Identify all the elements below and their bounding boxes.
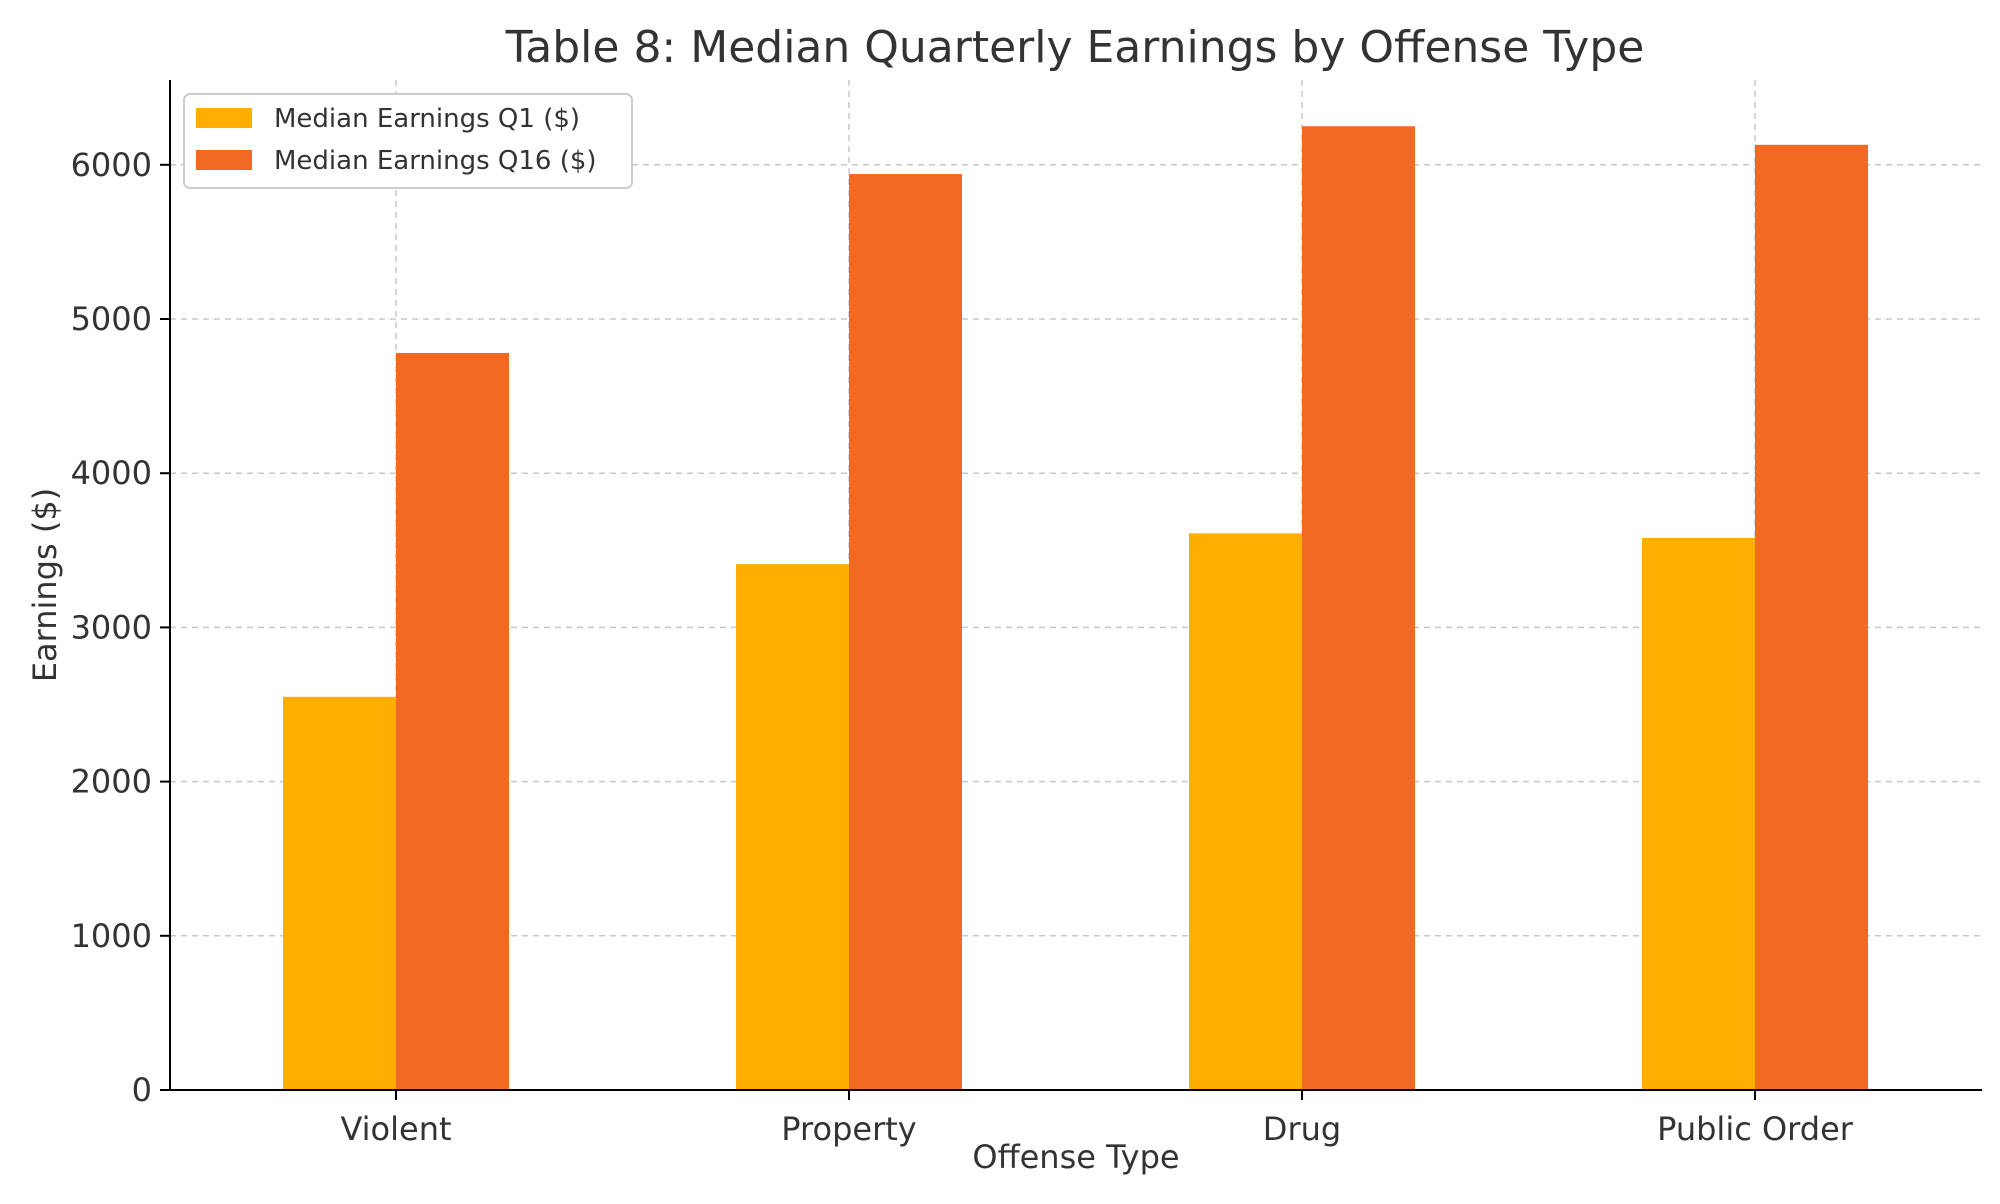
bar-q1-public-order	[1642, 537, 1755, 1090]
y-tick-label: 4000	[71, 454, 152, 492]
bar-q16-public-order	[1755, 144, 1868, 1090]
bars	[283, 126, 1868, 1091]
bar-q1-property	[736, 564, 849, 1090]
legend-swatch-q16	[196, 150, 252, 170]
x-tick-labels: Violent Property Drug Public Order	[340, 1090, 1854, 1148]
x-tick-label: Public Order	[1657, 1110, 1854, 1148]
x-tick-label: Violent	[340, 1110, 451, 1148]
y-tick-labels: 0 1000 2000 3000 4000 5000 6000	[71, 146, 170, 1109]
legend-label-q16: Median Earnings Q16 ($)	[274, 146, 597, 176]
x-tick-label: Property	[781, 1110, 916, 1148]
y-tick-label: 1000	[71, 917, 152, 955]
bar-q16-violent	[396, 352, 509, 1091]
legend-swatch-q1	[196, 108, 252, 128]
bar-q1-violent	[283, 696, 396, 1090]
legend-label-q1: Median Earnings Q1 ($)	[274, 104, 580, 134]
bar-q16-drug	[1302, 126, 1415, 1091]
axes	[169, 80, 1982, 1091]
chart-title: Table 8: Median Quarterly Earnings by Of…	[505, 22, 1645, 73]
y-axis-label: Earnings ($)	[26, 488, 64, 682]
bar-q1-drug	[1189, 533, 1302, 1090]
y-tick-label: 5000	[71, 300, 152, 338]
x-axis-label: Offense Type	[972, 1138, 1179, 1176]
y-tick-label: 0	[132, 1071, 152, 1109]
legend: Median Earnings Q1 ($) Median Earnings Q…	[183, 93, 633, 189]
y-tick-label: 2000	[71, 763, 152, 801]
y-tick-label: 3000	[71, 608, 152, 646]
bar-q16-property	[849, 174, 962, 1091]
legend-frame	[183, 93, 633, 189]
x-tick-label: Drug	[1263, 1110, 1341, 1148]
y-tick-label: 6000	[71, 146, 152, 184]
